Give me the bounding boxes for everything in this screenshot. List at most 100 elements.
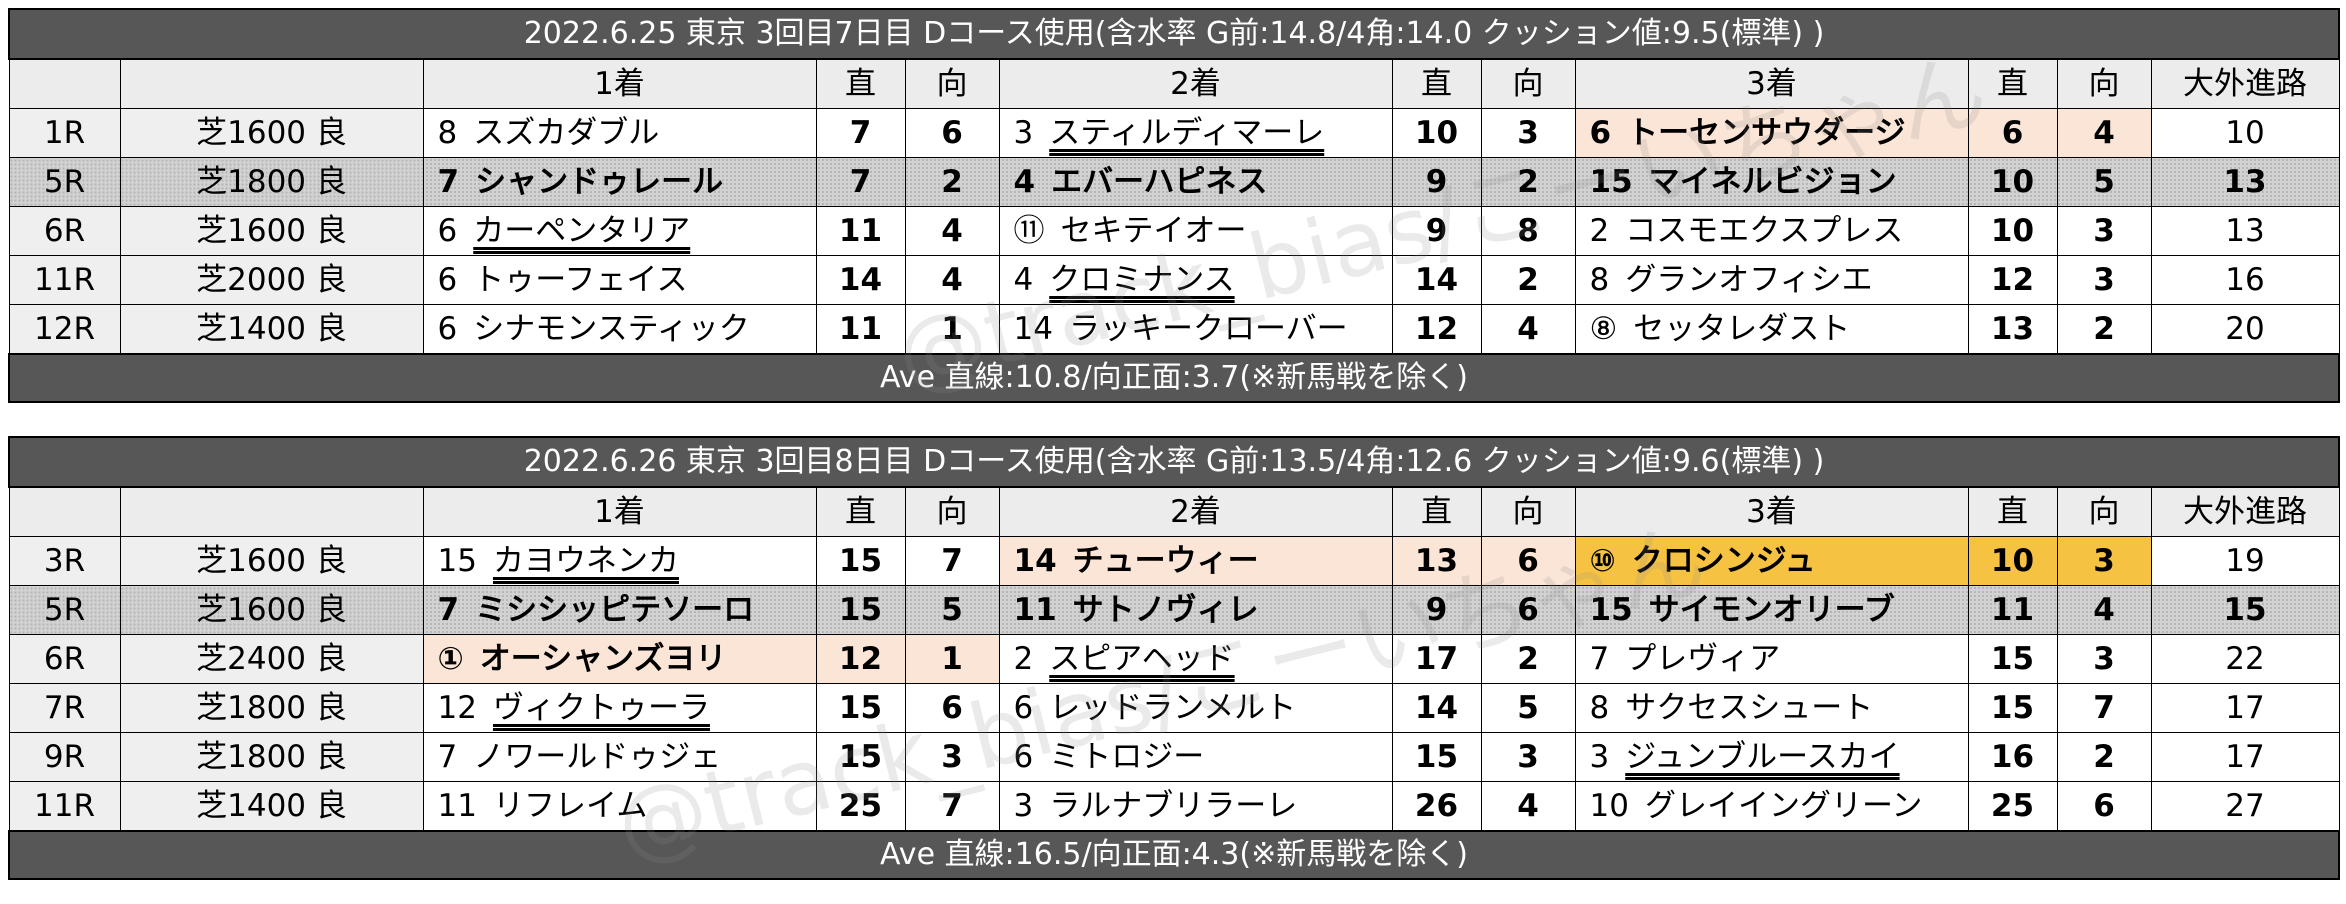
straight-position: 15 <box>815 536 906 586</box>
horse-cell: ⑩ クロシンジュ <box>1574 536 1969 586</box>
course-condition: 芝1800 良 <box>119 732 424 782</box>
horse-name: サイモンオリーブ <box>1648 591 1895 628</box>
header-straight: 直 <box>1967 486 2058 537</box>
table-row: 9R 芝1800 良 7 ノワールドゥジェ 15 3 6 ミトロジー 15 3 3 ジュンブルースカイ… <box>8 732 2340 782</box>
horse-name: クロシンジュ <box>1631 542 1816 579</box>
horse-number: 7 <box>437 163 460 200</box>
straight-position: 9 <box>1391 585 1482 635</box>
backstretch-position: 2 <box>1480 634 1576 684</box>
straight-position: 15 <box>815 585 906 635</box>
horse-cell: 8 グランオフィシエ <box>1574 255 1969 305</box>
horse-name: エバーハピネス <box>1051 163 1268 200</box>
straight-position: 7 <box>815 108 906 158</box>
horse-name: トゥーフェイス <box>473 261 688 298</box>
horse-number: ⑧ <box>1589 310 1618 347</box>
header-third: 3着 <box>1574 486 1969 537</box>
course-condition: 芝1800 良 <box>119 157 424 207</box>
horse-name: トーセンサウダージ <box>1627 114 1906 151</box>
straight-position: 26 <box>1391 781 1482 832</box>
backstretch-position: 3 <box>2056 255 2152 305</box>
straight-position: 14 <box>815 255 906 305</box>
backstretch-position: 4 <box>1480 304 1576 355</box>
horse-cell: ⑧ セッタレダスト <box>1574 304 1969 355</box>
backstretch-position: 4 <box>2056 585 2152 635</box>
horse-cell: 8 スズカダブル <box>422 108 817 158</box>
horse-cell: 6 トーセンサウダージ <box>1574 108 1969 158</box>
backstretch-position: 4 <box>904 206 1000 256</box>
horse-cell: 6 シナモンスティック <box>422 304 817 355</box>
horse-cell: 7 ノワールドゥジェ <box>422 732 817 782</box>
header-second: 2着 <box>998 58 1393 109</box>
horse-cell: 4 クロミナンス <box>998 255 1393 305</box>
average-summary: Ave 直線:16.5/向正面:4.3(※新馬戦を除く) <box>8 830 2340 880</box>
backstretch-position: 1 <box>904 304 1000 355</box>
horse-number: 15 <box>437 542 477 579</box>
horse-cell: 6 トゥーフェイス <box>422 255 817 305</box>
horse-number: 6 <box>1589 114 1612 151</box>
race-number: 11R <box>8 781 121 832</box>
horse-name: クロミナンス <box>1049 261 1235 298</box>
straight-position: 14 <box>1391 683 1482 733</box>
horse-name: ヴィクトゥーラ <box>492 689 710 726</box>
table-row: 5R 芝1800 良 7 シャンドゥレール 7 2 4 エバーハピネス 9 2 15 マイネルビジョン… <box>8 157 2340 207</box>
backstretch-position: 2 <box>1480 255 1576 305</box>
header-back: 向 <box>904 486 1000 537</box>
race-number: 6R <box>8 634 121 684</box>
horse-number: 4 <box>1013 163 1036 200</box>
outside-path: 27 <box>2150 781 2340 832</box>
backstretch-position: 6 <box>904 108 1000 158</box>
horse-number: 12 <box>437 689 477 726</box>
straight-position: 10 <box>1967 536 2058 586</box>
horse-cell: 12 ヴィクトゥーラ <box>422 683 817 733</box>
course-condition: 芝1600 良 <box>119 536 424 586</box>
straight-position: 15 <box>815 683 906 733</box>
straight-position: 15 <box>1967 634 2058 684</box>
horse-number: 3 <box>1013 114 1034 151</box>
header-straight: 直 <box>815 486 906 537</box>
backstretch-position: 5 <box>904 585 1000 635</box>
horse-name: スピアヘッド <box>1049 640 1235 677</box>
horse-cell: 6 カーペンタリア <box>422 206 817 256</box>
outside-path: 16 <box>2150 255 2340 305</box>
straight-position: 15 <box>815 732 906 782</box>
course-condition: 芝1400 良 <box>119 781 424 832</box>
horse-number: 6 <box>1013 689 1034 726</box>
backstretch-position: 6 <box>1480 585 1576 635</box>
horse-number: 7 <box>437 591 460 628</box>
horse-cell: 3 スティルディマーレ <box>998 108 1393 158</box>
backstretch-position: 7 <box>2056 683 2152 733</box>
outside-path: 20 <box>2150 304 2340 355</box>
table-title: 2022.6.25 東京 3回目7日目 Dコース使用(含水率 G前:14.8/4… <box>8 8 2340 60</box>
backstretch-position: 5 <box>2056 157 2152 207</box>
header-back: 向 <box>1480 486 1576 537</box>
straight-position: 17 <box>1391 634 1482 684</box>
horse-number: ⑩ <box>1589 542 1616 579</box>
table-footer-row: Ave 直線:10.8/向正面:3.7(※新馬戦を除く) <box>8 353 2340 403</box>
straight-position: 15 <box>1967 683 2058 733</box>
horse-cell: ⑪ セキテイオー <box>998 206 1393 256</box>
course-condition: 芝1600 良 <box>119 108 424 158</box>
horse-cell: 15 カヨウネンカ <box>422 536 817 586</box>
horse-name: プレヴィア <box>1625 640 1781 677</box>
backstretch-position: 3 <box>2056 634 2152 684</box>
horse-number: 14 <box>1013 310 1053 347</box>
outside-path: 10 <box>2150 108 2340 158</box>
horse-number: 6 <box>437 261 458 298</box>
backstretch-position: 1 <box>904 634 1000 684</box>
header-row: 1着直向 2着直向 3着直向大外進路 <box>8 486 2340 537</box>
table-row: 12R 芝1400 良 6 シナモンスティック 11 1 14 ラッキークローバー 12 4 ⑧ セッ… <box>8 304 2340 355</box>
header-course <box>119 58 424 109</box>
straight-position: 16 <box>1967 732 2058 782</box>
table-row: 5R 芝1600 良 7 ミシシッピテソーロ 15 5 11 サトノヴィレ 9 6 15 サイモンオリ… <box>8 585 2340 635</box>
header-straight: 直 <box>1391 58 1482 109</box>
horse-name: シナモンスティック <box>473 310 750 347</box>
horse-cell: 7 ミシシッピテソーロ <box>422 585 817 635</box>
outside-path: 17 <box>2150 732 2340 782</box>
header-course <box>119 486 424 537</box>
header-back: 向 <box>2056 58 2152 109</box>
horse-number: 10 <box>1589 787 1629 824</box>
table-row: 7R 芝1800 良 12 ヴィクトゥーラ 15 6 6 レッドランメルト 14 5 8 サクセスシュ… <box>8 683 2340 733</box>
race-number: 3R <box>8 536 121 586</box>
backstretch-position: 7 <box>904 781 1000 832</box>
race-results-table: 2022.6.25 東京 3回目7日目 Dコース使用(含水率 G前:14.8/4… <box>8 8 2340 403</box>
